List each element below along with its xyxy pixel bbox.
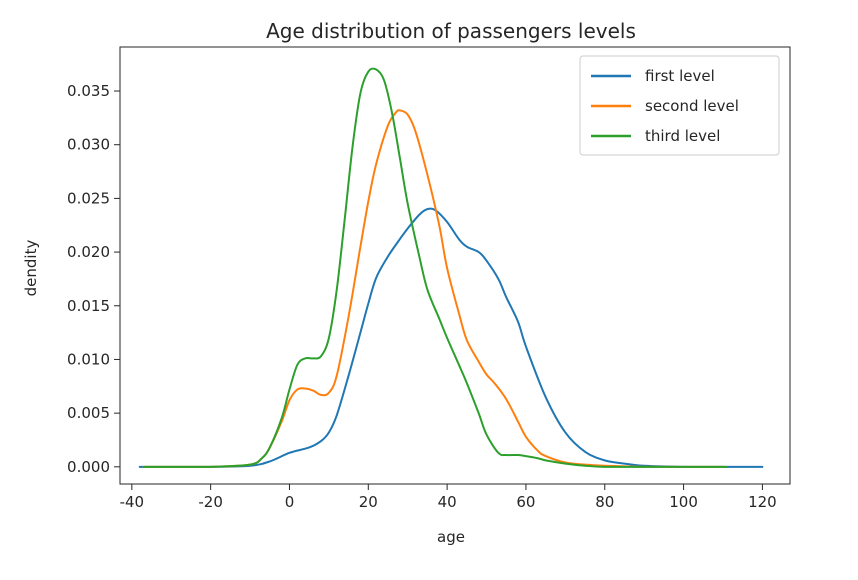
y-tick-label: 0.015 <box>67 297 110 315</box>
x-tick-label: 40 <box>438 493 457 511</box>
legend: first level second level third level <box>579 55 780 156</box>
y-axis-ticks: 0.000 0.005 0.010 0.015 0.020 0.025 0.030 0.035 <box>67 82 120 476</box>
y-tick-label: 0.030 <box>67 136 110 154</box>
series-line-3 <box>142 67 728 468</box>
y-tick-label: 0.005 <box>67 404 110 422</box>
x-tick-label: 120 <box>748 493 777 511</box>
chart-title: Age distribution of passengers levels <box>266 19 636 43</box>
series-line-1 <box>138 207 764 468</box>
legend-box <box>579 55 780 156</box>
y-tick-label: 0.010 <box>67 350 110 368</box>
x-tick-label: -40 <box>120 493 145 511</box>
plot-frame <box>119 46 791 485</box>
series-line-2 <box>142 109 724 468</box>
x-tick-label: -20 <box>198 493 223 511</box>
y-tick-label: 0.035 <box>67 82 110 100</box>
x-tick-label: 100 <box>669 493 698 511</box>
y-axis-label: dendity <box>22 240 40 297</box>
legend-label: third level <box>645 127 720 145</box>
x-tick-label: 60 <box>516 493 535 511</box>
legend-items: first level second level third level <box>591 67 739 145</box>
x-axis-label: age <box>437 528 465 546</box>
x-axis-ticks: -40 -20 0 20 40 60 80 100 120 <box>120 484 777 511</box>
y-tick-label: 0.000 <box>67 458 110 476</box>
y-tick-label: 0.020 <box>67 243 110 261</box>
x-tick-label: 20 <box>359 493 378 511</box>
legend-label: first level <box>645 67 715 85</box>
series-layer <box>138 67 764 468</box>
x-tick-label: 80 <box>595 493 614 511</box>
legend-label: second level <box>645 97 739 115</box>
y-tick-label: 0.025 <box>67 189 110 207</box>
x-tick-label: 0 <box>285 493 295 511</box>
